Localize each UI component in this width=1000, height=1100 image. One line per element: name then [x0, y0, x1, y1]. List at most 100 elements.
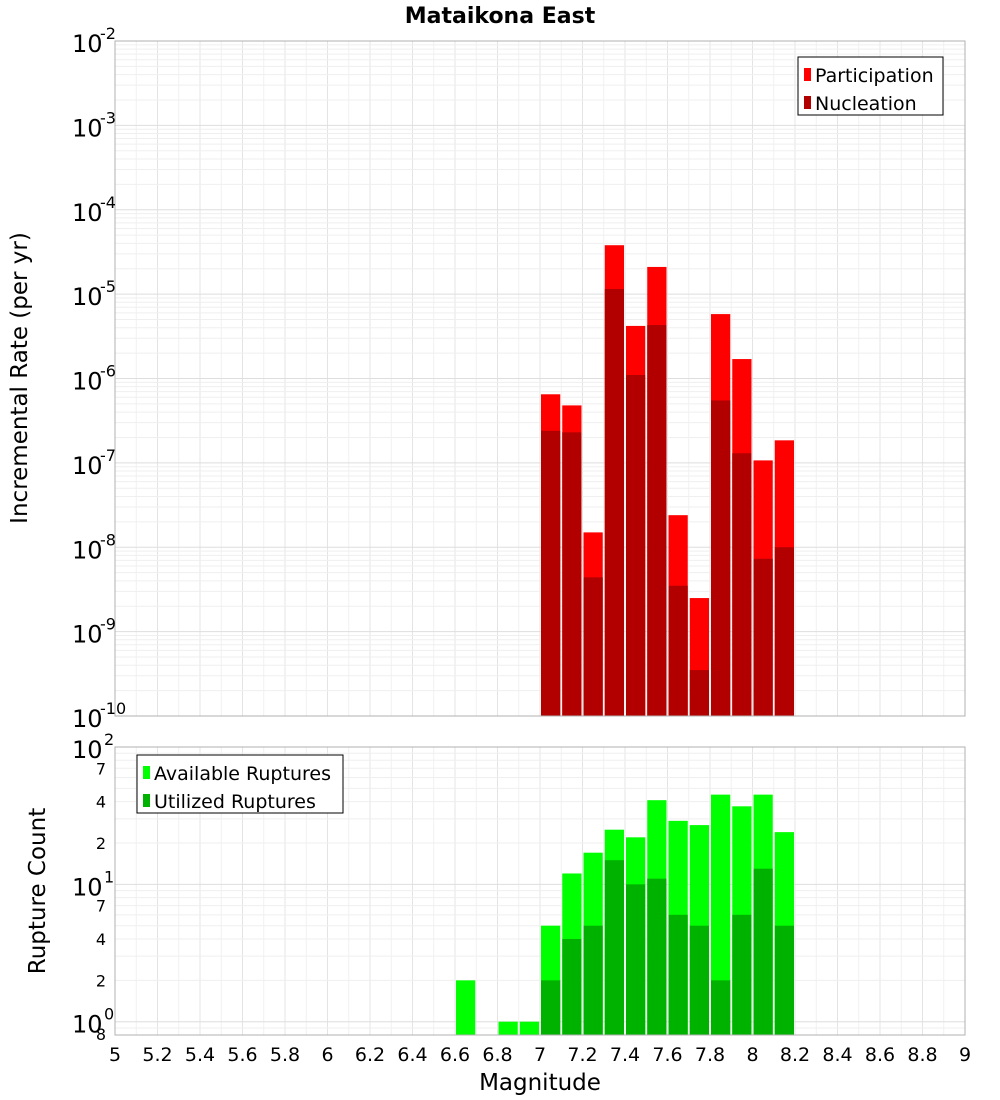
rate-bar-nucleation [604, 289, 624, 716]
count-bar-available-ruptures [711, 794, 731, 1035]
x-tick-label: 5.8 [270, 1044, 300, 1066]
bottom-y-axis-label: Rupture Count [25, 808, 51, 974]
count-bar-utilized-ruptures [689, 925, 709, 1035]
top-y-tick-base: 10 [72, 30, 103, 58]
count-bar-available-ruptures [519, 1021, 539, 1035]
legend-label: Participation [815, 65, 934, 87]
x-tick-label: 5.6 [227, 1044, 257, 1066]
count-bar-utilized-ruptures [732, 914, 752, 1035]
top-y-tick-exponent: -10 [100, 699, 126, 718]
top-y-tick-exponent: -7 [100, 446, 116, 465]
top-y-tick-base: 10 [72, 621, 103, 649]
x-tick-label: 8 [746, 1044, 758, 1066]
legend-swatch [143, 794, 150, 807]
rate-bar-nucleation [668, 585, 688, 716]
top-legend: Participation Nucleation [797, 56, 944, 116]
bottom-plot-frame [114, 746, 966, 1036]
top-y-axis-label: Incremental Rate (per yr) [7, 232, 33, 524]
top-y-tick-exponent: -5 [100, 277, 116, 296]
x-tick-label: 6.2 [355, 1044, 385, 1066]
rate-bar-nucleation [753, 558, 773, 716]
rate-bar-nucleation [689, 670, 709, 716]
x-tick-label: 9 [959, 1044, 971, 1066]
x-tick-label: 7.8 [695, 1044, 725, 1066]
bottom-y-minor-tick: 8 [96, 1025, 106, 1044]
x-axis-label: Magnitude [479, 1070, 601, 1096]
top-y-tick-base: 10 [72, 536, 103, 564]
rate-bar-nucleation [626, 375, 646, 716]
x-tick-label: 5.4 [185, 1044, 215, 1066]
legend-box [797, 56, 944, 116]
x-tick-label: 8.2 [780, 1044, 810, 1066]
x-tick-label: 7.2 [567, 1044, 597, 1066]
x-tick-label: 5 [109, 1044, 121, 1066]
bottom-y-minor-tick: 7 [96, 759, 106, 778]
top-plot-frame [114, 40, 966, 717]
top-y-tick-exponent: -8 [100, 530, 116, 549]
bottom-legend: Available Ruptures Utilized Ruptures [136, 754, 344, 814]
x-tick-label: 8.4 [822, 1044, 852, 1066]
top-y-tick-base: 10 [72, 114, 103, 142]
count-bar-utilized-ruptures [774, 925, 794, 1035]
top-y-tick-base: 10 [72, 199, 103, 227]
top-y-tick-base: 10 [72, 452, 103, 480]
rate-bar-nucleation [541, 430, 561, 716]
bottom-y-minor-tick: 2 [96, 834, 106, 853]
x-tick-label: 6 [321, 1044, 333, 1066]
rate-bar-nucleation [647, 325, 667, 716]
bottom-y-minor-tick: 7 [96, 897, 106, 916]
legend-label: Utilized Ruptures [154, 791, 316, 813]
rate-bar-nucleation [732, 453, 752, 716]
bottom-y-minor-tick: 4 [96, 930, 106, 949]
count-bar-utilized-ruptures [604, 860, 624, 1035]
count-bar-utilized-ruptures [562, 939, 582, 1035]
bottom-y-tick-base: 10 [72, 873, 103, 901]
top-y-tick-base: 10 [72, 283, 103, 311]
bottom-y-tick-base: 10 [72, 736, 103, 764]
x-tick-label: 6.8 [482, 1044, 512, 1066]
bottom-y-minor-tick: 2 [96, 971, 106, 990]
x-tick-label: 7.4 [610, 1044, 640, 1066]
x-tick-label: 7 [534, 1044, 546, 1066]
x-tick-label: 6.6 [440, 1044, 470, 1066]
bottom-y-minor-tick: 4 [96, 793, 106, 812]
legend-swatch [804, 96, 811, 109]
count-bar-utilized-ruptures [711, 980, 731, 1035]
legend-label: Available Ruptures [154, 763, 331, 785]
bottom-y-tick-base: 10 [72, 1011, 103, 1039]
rate-bar-nucleation [774, 547, 794, 716]
bottom-y-tick-exponent: 1 [104, 867, 114, 886]
count-bar-utilized-ruptures [583, 925, 603, 1035]
top-y-tick-exponent: -4 [100, 193, 116, 212]
rate-bar-nucleation [583, 577, 603, 716]
rate-bar-nucleation [711, 400, 731, 716]
count-bar-utilized-ruptures [647, 878, 667, 1035]
x-tick-label: 5.2 [142, 1044, 172, 1066]
count-bar-utilized-ruptures [626, 884, 646, 1035]
legend-label: Nucleation [815, 93, 917, 115]
x-axis-ticks: 5 5.2 5.4 5.6 5.8 6 6.2 6.4 6.6 6.8 7 7.2 7.4 7.6 7.8 8… [109, 1044, 971, 1066]
chart-title: Mataikona East [405, 4, 596, 29]
top-y-tick-exponent: -6 [100, 362, 116, 381]
bottom-y-tick-exponent: 0 [104, 1005, 114, 1024]
count-bar-utilized-ruptures [668, 914, 688, 1035]
x-tick-label: 8.8 [907, 1044, 937, 1066]
top-y-tick-exponent: -9 [100, 615, 116, 634]
bottom-y-tick-exponent: 2 [104, 730, 114, 749]
top-y-tick-base: 10 [72, 705, 103, 733]
count-bar-available-ruptures [498, 1021, 518, 1035]
top-y-tick-exponent: -3 [100, 108, 116, 127]
x-tick-label: 8.6 [865, 1044, 895, 1066]
rate-bar-nucleation [562, 432, 582, 716]
count-bar-available-ruptures [456, 980, 476, 1035]
count-bar-utilized-ruptures [753, 868, 773, 1035]
legend-swatch [804, 68, 811, 81]
legend-box [136, 754, 344, 814]
top-y-tick-exponent: -2 [100, 24, 116, 43]
top-y-tick-base: 10 [72, 368, 103, 396]
x-tick-label: 6.4 [397, 1044, 427, 1066]
legend-swatch [143, 766, 150, 779]
